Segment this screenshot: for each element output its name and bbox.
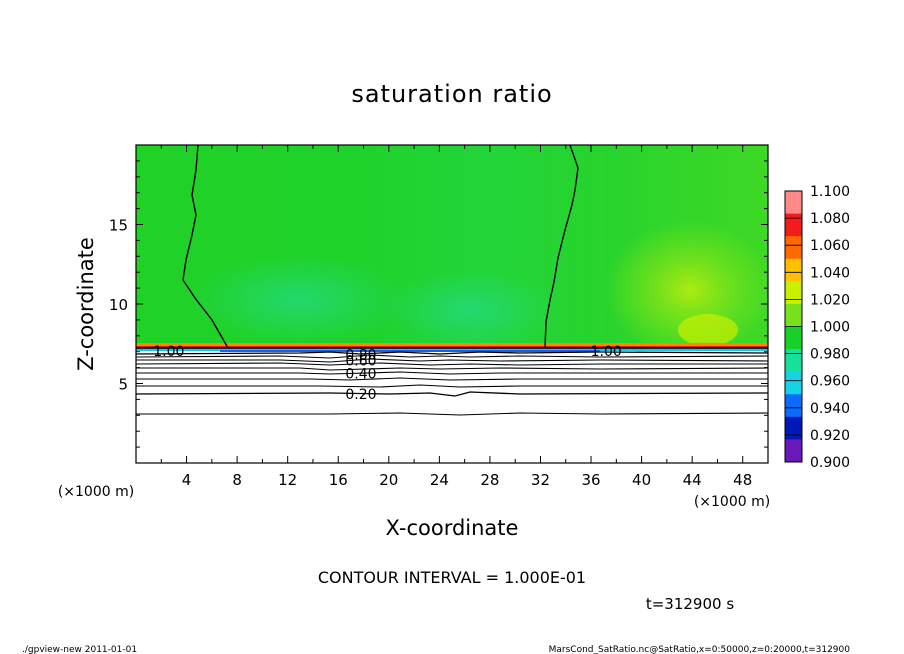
x-tick-label: 8 xyxy=(232,471,242,489)
x-tick-label: 4 xyxy=(182,471,192,489)
x-tick-label: 36 xyxy=(581,471,600,489)
contour-lines-upper xyxy=(136,145,768,349)
footer-right: MarsCond_SatRatio.nc@SatRatio,x=0:50000,… xyxy=(549,645,851,654)
colorbar-swatch xyxy=(785,371,802,395)
colorbar-label: 1.080 xyxy=(810,211,850,227)
colorbar-swatch xyxy=(785,349,802,373)
colorbar-label: 1.060 xyxy=(810,238,850,254)
saturation-field-lower xyxy=(136,352,768,463)
colorbar-swatch xyxy=(785,394,802,418)
colorbar-label: 0.960 xyxy=(810,374,850,390)
contour-lines-lower xyxy=(136,351,768,416)
saturation-layer-blue xyxy=(220,350,600,352)
contour-labels: 1.00 1.00 0.40 0.20 0.600.80 xyxy=(153,344,622,403)
contour-label: 0.60 xyxy=(345,354,376,370)
colorbar-label: 0.980 xyxy=(810,347,850,363)
plot-area xyxy=(136,145,768,463)
x-axis: 4 8 12 16 20 24 28 32 36 40 44 48 xyxy=(160,145,752,489)
colorbar-swatch xyxy=(785,213,802,237)
colorbar-label: 0.900 xyxy=(810,455,850,471)
saturation-layer-cyan xyxy=(136,348,768,351)
footer-left: ./gpview-new 2011-01-01 xyxy=(22,645,137,654)
saturation-layer-red xyxy=(136,346,768,348)
saturation-field-subsaturated-patch xyxy=(190,255,410,345)
y-axis: 5 10 15 xyxy=(109,160,768,448)
colorbar-label: 1.040 xyxy=(810,265,850,281)
colorbar-label: 0.920 xyxy=(810,428,850,444)
x-tick-label: 40 xyxy=(632,471,651,489)
colorbar-label: 1.100 xyxy=(810,184,850,200)
saturation-field-supersaturated-patch xyxy=(678,314,738,346)
y-tick-label: 10 xyxy=(109,296,128,314)
x-tick-label: 32 xyxy=(531,471,550,489)
contour-interval-label: CONTOUR INTERVAL = 1.000E-01 xyxy=(318,568,586,587)
colorbar-swatch xyxy=(785,258,802,282)
colorbar-label: 1.000 xyxy=(810,320,850,336)
colorbar: 1.100 1.080 1.060 1.040 1.020 1.000 0.980 0.960… xyxy=(784,184,850,471)
colorbar-label: 1.020 xyxy=(810,292,850,308)
x-axis-unit: (×1000 m) xyxy=(694,494,770,510)
contour-label: 0.80 xyxy=(345,347,376,363)
saturation-field-subsaturated-patch xyxy=(380,270,560,350)
colorbar-swatch xyxy=(785,191,802,215)
contour-label: 0.20 xyxy=(345,387,376,403)
colorbar-swatch xyxy=(785,236,802,260)
x-tick-label: 12 xyxy=(278,471,297,489)
y-tick-label: 15 xyxy=(109,217,128,235)
x-axis-label: X-coordinate xyxy=(386,516,519,540)
colorbar-swatch xyxy=(785,326,802,350)
x-tick-label: 20 xyxy=(379,471,398,489)
colorbar-swatch xyxy=(785,416,802,440)
y-tick-label: 5 xyxy=(118,376,128,394)
contour-label: 1.00 xyxy=(153,344,184,360)
chart-title: saturation ratio xyxy=(351,80,552,108)
time-label: t=312900 s xyxy=(646,595,734,613)
x-tick-label: 28 xyxy=(480,471,499,489)
y-axis-unit: (×1000 m) xyxy=(58,484,134,500)
x-tick-label: 48 xyxy=(733,471,752,489)
colorbar-swatch xyxy=(785,281,802,305)
colorbar-swatch xyxy=(785,439,802,463)
x-tick-label: 24 xyxy=(430,471,449,489)
y-axis-label: Z-coordinate xyxy=(74,237,98,371)
x-tick-label: 16 xyxy=(329,471,348,489)
x-tick-label: 44 xyxy=(683,471,702,489)
contour-label: 1.00 xyxy=(591,344,622,360)
colorbar-swatch xyxy=(785,303,802,327)
colorbar-label: 0.940 xyxy=(810,401,850,417)
contour-label: 0.40 xyxy=(345,366,376,382)
saturation-layer-orange xyxy=(136,343,768,346)
